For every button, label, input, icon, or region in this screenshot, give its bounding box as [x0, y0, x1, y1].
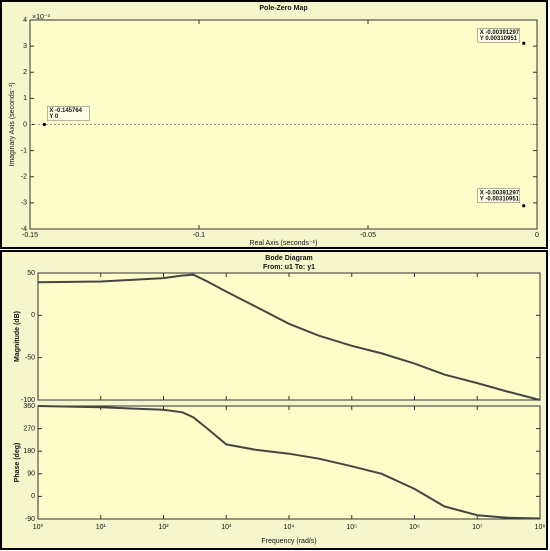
chart-subtitle: From: u1 To: y1 [263, 264, 315, 271]
y-tick-label: 3 [23, 43, 27, 50]
x-tick-label: -0.15 [22, 232, 38, 239]
tip-y: Y 0 [49, 114, 59, 120]
y-exponent: ×10⁻³ [32, 14, 51, 21]
y-tick-label: -2 [21, 174, 27, 181]
y-tick-label: 50 [27, 270, 35, 277]
tip-box [477, 188, 521, 203]
y-axis-label: Phase (deg) [14, 443, 21, 483]
tip-box [477, 28, 521, 43]
response-line [37, 273, 541, 401]
y-tick-label: 360 [23, 403, 35, 410]
y-tick-label: -90 [25, 516, 35, 523]
x-tick-label: 10⁶ [409, 524, 420, 531]
x-tick-label: -0.05 [360, 232, 376, 239]
y-tick-label: 1 [23, 95, 27, 102]
y-tick-label: 0 [31, 493, 35, 500]
y-tick-label: -3 [21, 200, 27, 207]
y-tick-label: -100 [21, 397, 35, 404]
x-tick-label: 10² [158, 524, 169, 531]
y-tick-label: -4 [21, 226, 27, 233]
tip-box [47, 106, 90, 121]
pole [42, 122, 46, 127]
x-axis-label: Frequency (rad/s) [261, 538, 316, 545]
x-tick-label: 10⁷ [472, 524, 483, 531]
x-tick-label: 10³ [221, 524, 232, 531]
x-tick-label: 10⁸ [535, 524, 546, 531]
x-tick-label: 10¹ [96, 524, 107, 531]
y-tick-label: -1 [21, 147, 27, 154]
tip-x: X -0.00391297 [480, 30, 520, 36]
x-tick-label: -0.1 [193, 232, 205, 239]
y-tick-label: -50 [25, 355, 35, 362]
tip-x: X -0.00391297 [480, 190, 520, 196]
pole [522, 204, 526, 208]
y-tick-label: 2 [23, 69, 27, 76]
chart-title: Pole-Zero Map [259, 5, 307, 12]
chart-title: Bode Diagram [265, 255, 312, 262]
y-axis-label: Magnitude (dB) [14, 311, 21, 362]
response-line [37, 405, 541, 520]
x-tick-label: 10⁵ [346, 524, 357, 531]
y-axis-label: Imaginary Axis (seconds⁻¹) [9, 82, 16, 166]
plot-area [37, 405, 541, 520]
y-tick-label: 90 [27, 471, 35, 478]
y-tick-label: 0 [23, 121, 27, 128]
tip-y: Y 0.00310951 [480, 36, 518, 42]
y-tick-label: 0 [31, 312, 35, 319]
tip-y: Y -0.00310951 [480, 196, 520, 202]
x-tick-label: 10⁴ [284, 524, 295, 531]
x-tick-label: 0 [535, 232, 539, 239]
x-axis-label: Real Axis (seconds⁻¹) [250, 240, 318, 247]
y-tick-label: 180 [23, 448, 35, 455]
plot-area [37, 272, 541, 401]
y-tick-label: 270 [23, 425, 35, 432]
x-tick-label: 10⁰ [33, 523, 44, 531]
pole [522, 41, 526, 45]
y-tick-label: 4 [23, 17, 27, 24]
tip-x: X -0.145764 [49, 108, 82, 114]
